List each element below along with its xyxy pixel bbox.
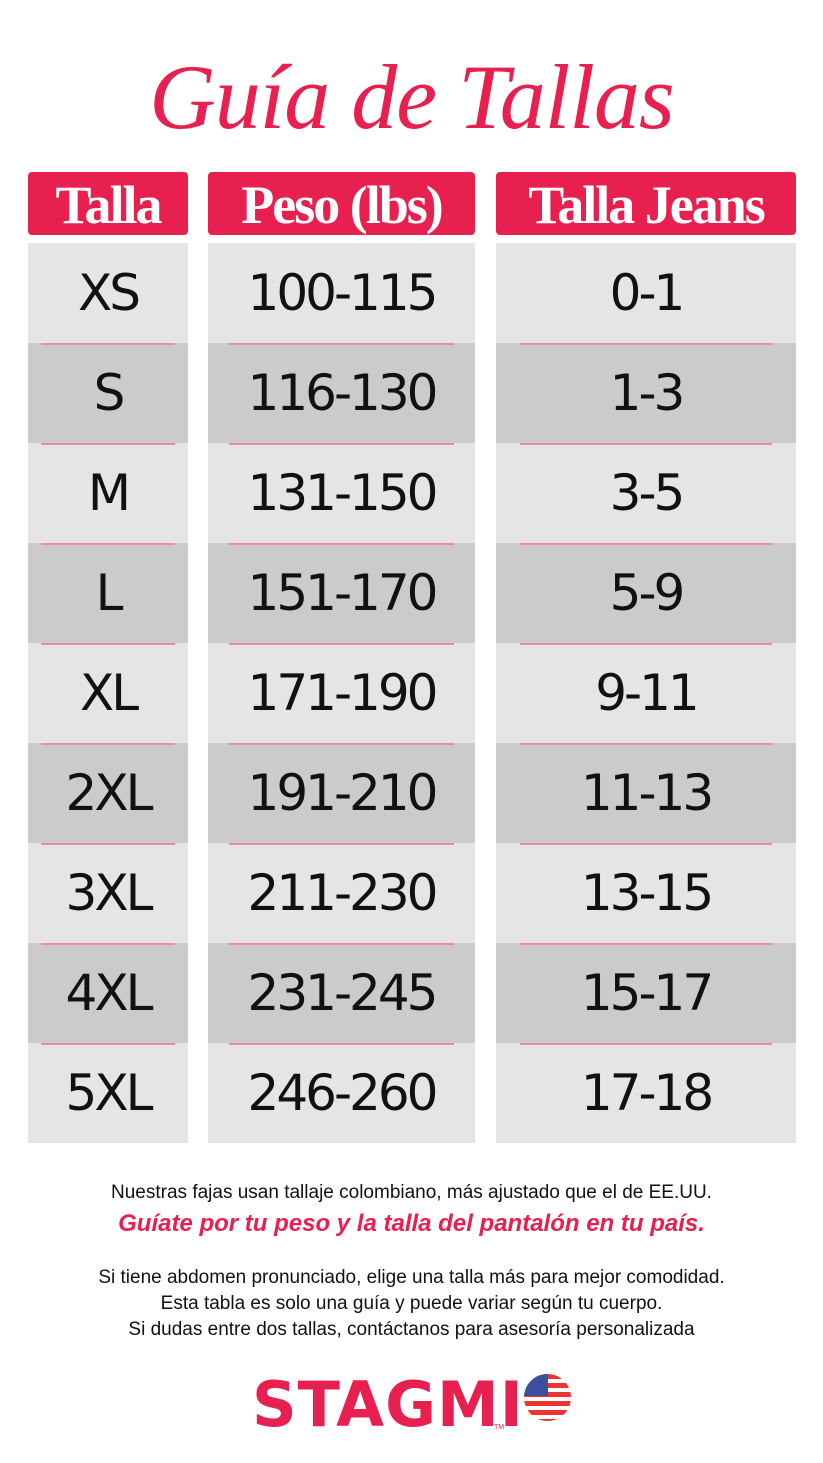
cell-value: 3XL	[65, 864, 154, 922]
row-divider	[229, 643, 454, 645]
cell-value: 211-230	[247, 864, 439, 922]
row-divider	[40, 543, 176, 545]
brand-logo: STAGMI	[252, 1368, 524, 1441]
cell-size: XS	[28, 243, 188, 343]
row-divider	[40, 643, 176, 645]
cell-value: 3-5	[609, 464, 686, 522]
cell-size: 4XL	[28, 943, 188, 1043]
note-abdomen: Si tiene abdomen pronunciado, elige una …	[98, 1267, 725, 1288]
cell-weight: 131-150	[208, 443, 475, 543]
cell-value: 2XL	[65, 764, 154, 822]
cell-size: L	[28, 543, 188, 643]
cell-value: XL	[79, 664, 139, 722]
cell-jeans: 11-13	[496, 743, 796, 843]
cell-jeans: 17-18	[496, 1043, 796, 1143]
us-flag-icon	[524, 1374, 571, 1421]
cell-value: 11-13	[580, 764, 714, 822]
note-highlight: Guíate por tu peso y la talla del pantal…	[118, 1210, 705, 1237]
row-divider	[520, 843, 772, 845]
trademark: TM	[494, 1424, 505, 1431]
cell-jeans: 9-11	[496, 643, 796, 743]
row-divider	[229, 843, 454, 845]
row-divider	[520, 943, 772, 945]
cell-value: 151-170	[247, 564, 439, 622]
cell-value: 231-245	[247, 964, 439, 1022]
cell-weight: 191-210	[208, 743, 475, 843]
cell-value: S	[93, 364, 126, 422]
cell-size: M	[28, 443, 188, 543]
row-divider	[40, 1043, 176, 1045]
note-guide: Esta tabla es solo una guía y puede vari…	[160, 1293, 663, 1314]
cell-jeans: 1-3	[496, 343, 796, 443]
row-divider	[520, 743, 772, 745]
row-divider	[520, 443, 772, 445]
cell-value: 5XL	[65, 1064, 154, 1122]
cell-weight: 171-190	[208, 643, 475, 743]
row-divider	[40, 443, 176, 445]
cell-value: L	[95, 564, 124, 622]
cell-weight: 246-260	[208, 1043, 475, 1143]
row-divider	[40, 343, 176, 345]
row-divider	[229, 1043, 454, 1045]
cell-value: 246-260	[247, 1064, 439, 1122]
row-divider	[520, 1043, 772, 1045]
cell-value: 116-130	[247, 364, 439, 422]
cell-value: 1-3	[609, 364, 686, 422]
row-divider	[40, 943, 176, 945]
cell-value: 5-9	[609, 564, 686, 622]
header-jeans: Talla Jeans	[496, 172, 796, 235]
row-divider	[229, 343, 454, 345]
note-colombian-sizing: Nuestras fajas usan tallaje colombiano, …	[111, 1182, 712, 1203]
row-divider	[520, 643, 772, 645]
cell-jeans: 13-15	[496, 843, 796, 943]
cell-jeans: 3-5	[496, 443, 796, 543]
cell-size: 2XL	[28, 743, 188, 843]
cell-value: 13-15	[580, 864, 714, 922]
row-divider	[229, 743, 454, 745]
cell-weight: 231-245	[208, 943, 475, 1043]
cell-size: XL	[28, 643, 188, 743]
row-divider	[229, 443, 454, 445]
row-divider	[520, 343, 772, 345]
cell-value: 131-150	[247, 464, 439, 522]
cell-value: 17-18	[580, 1064, 714, 1122]
cell-value: 191-210	[247, 764, 439, 822]
cell-jeans: 0-1	[496, 243, 796, 343]
cell-size: 5XL	[28, 1043, 188, 1143]
row-divider	[520, 543, 772, 545]
cell-value: XS	[78, 264, 141, 322]
cell-weight: 100-115	[208, 243, 475, 343]
page-title: Guía de Tallas	[149, 46, 674, 148]
row-divider	[40, 743, 176, 745]
cell-value: 15-17	[580, 964, 714, 1022]
cell-value: 0-1	[609, 264, 686, 322]
row-divider	[40, 843, 176, 845]
row-divider	[229, 543, 454, 545]
cell-value: 9-11	[595, 664, 699, 722]
cell-value: M	[87, 464, 131, 522]
cell-weight: 211-230	[208, 843, 475, 943]
note-contact: Si dudas entre dos tallas, contáctanos p…	[128, 1319, 695, 1340]
cell-weight: 116-130	[208, 343, 475, 443]
cell-size: 3XL	[28, 843, 188, 943]
cell-value: 171-190	[247, 664, 439, 722]
cell-value: 4XL	[65, 964, 154, 1022]
cell-jeans: 5-9	[496, 543, 796, 643]
header-size: Talla	[28, 172, 188, 235]
cell-size: S	[28, 343, 188, 443]
cell-weight: 151-170	[208, 543, 475, 643]
header-weight: Peso (lbs)	[208, 172, 475, 235]
row-divider	[229, 943, 454, 945]
cell-value: 100-115	[247, 264, 439, 322]
cell-jeans: 15-17	[496, 943, 796, 1043]
